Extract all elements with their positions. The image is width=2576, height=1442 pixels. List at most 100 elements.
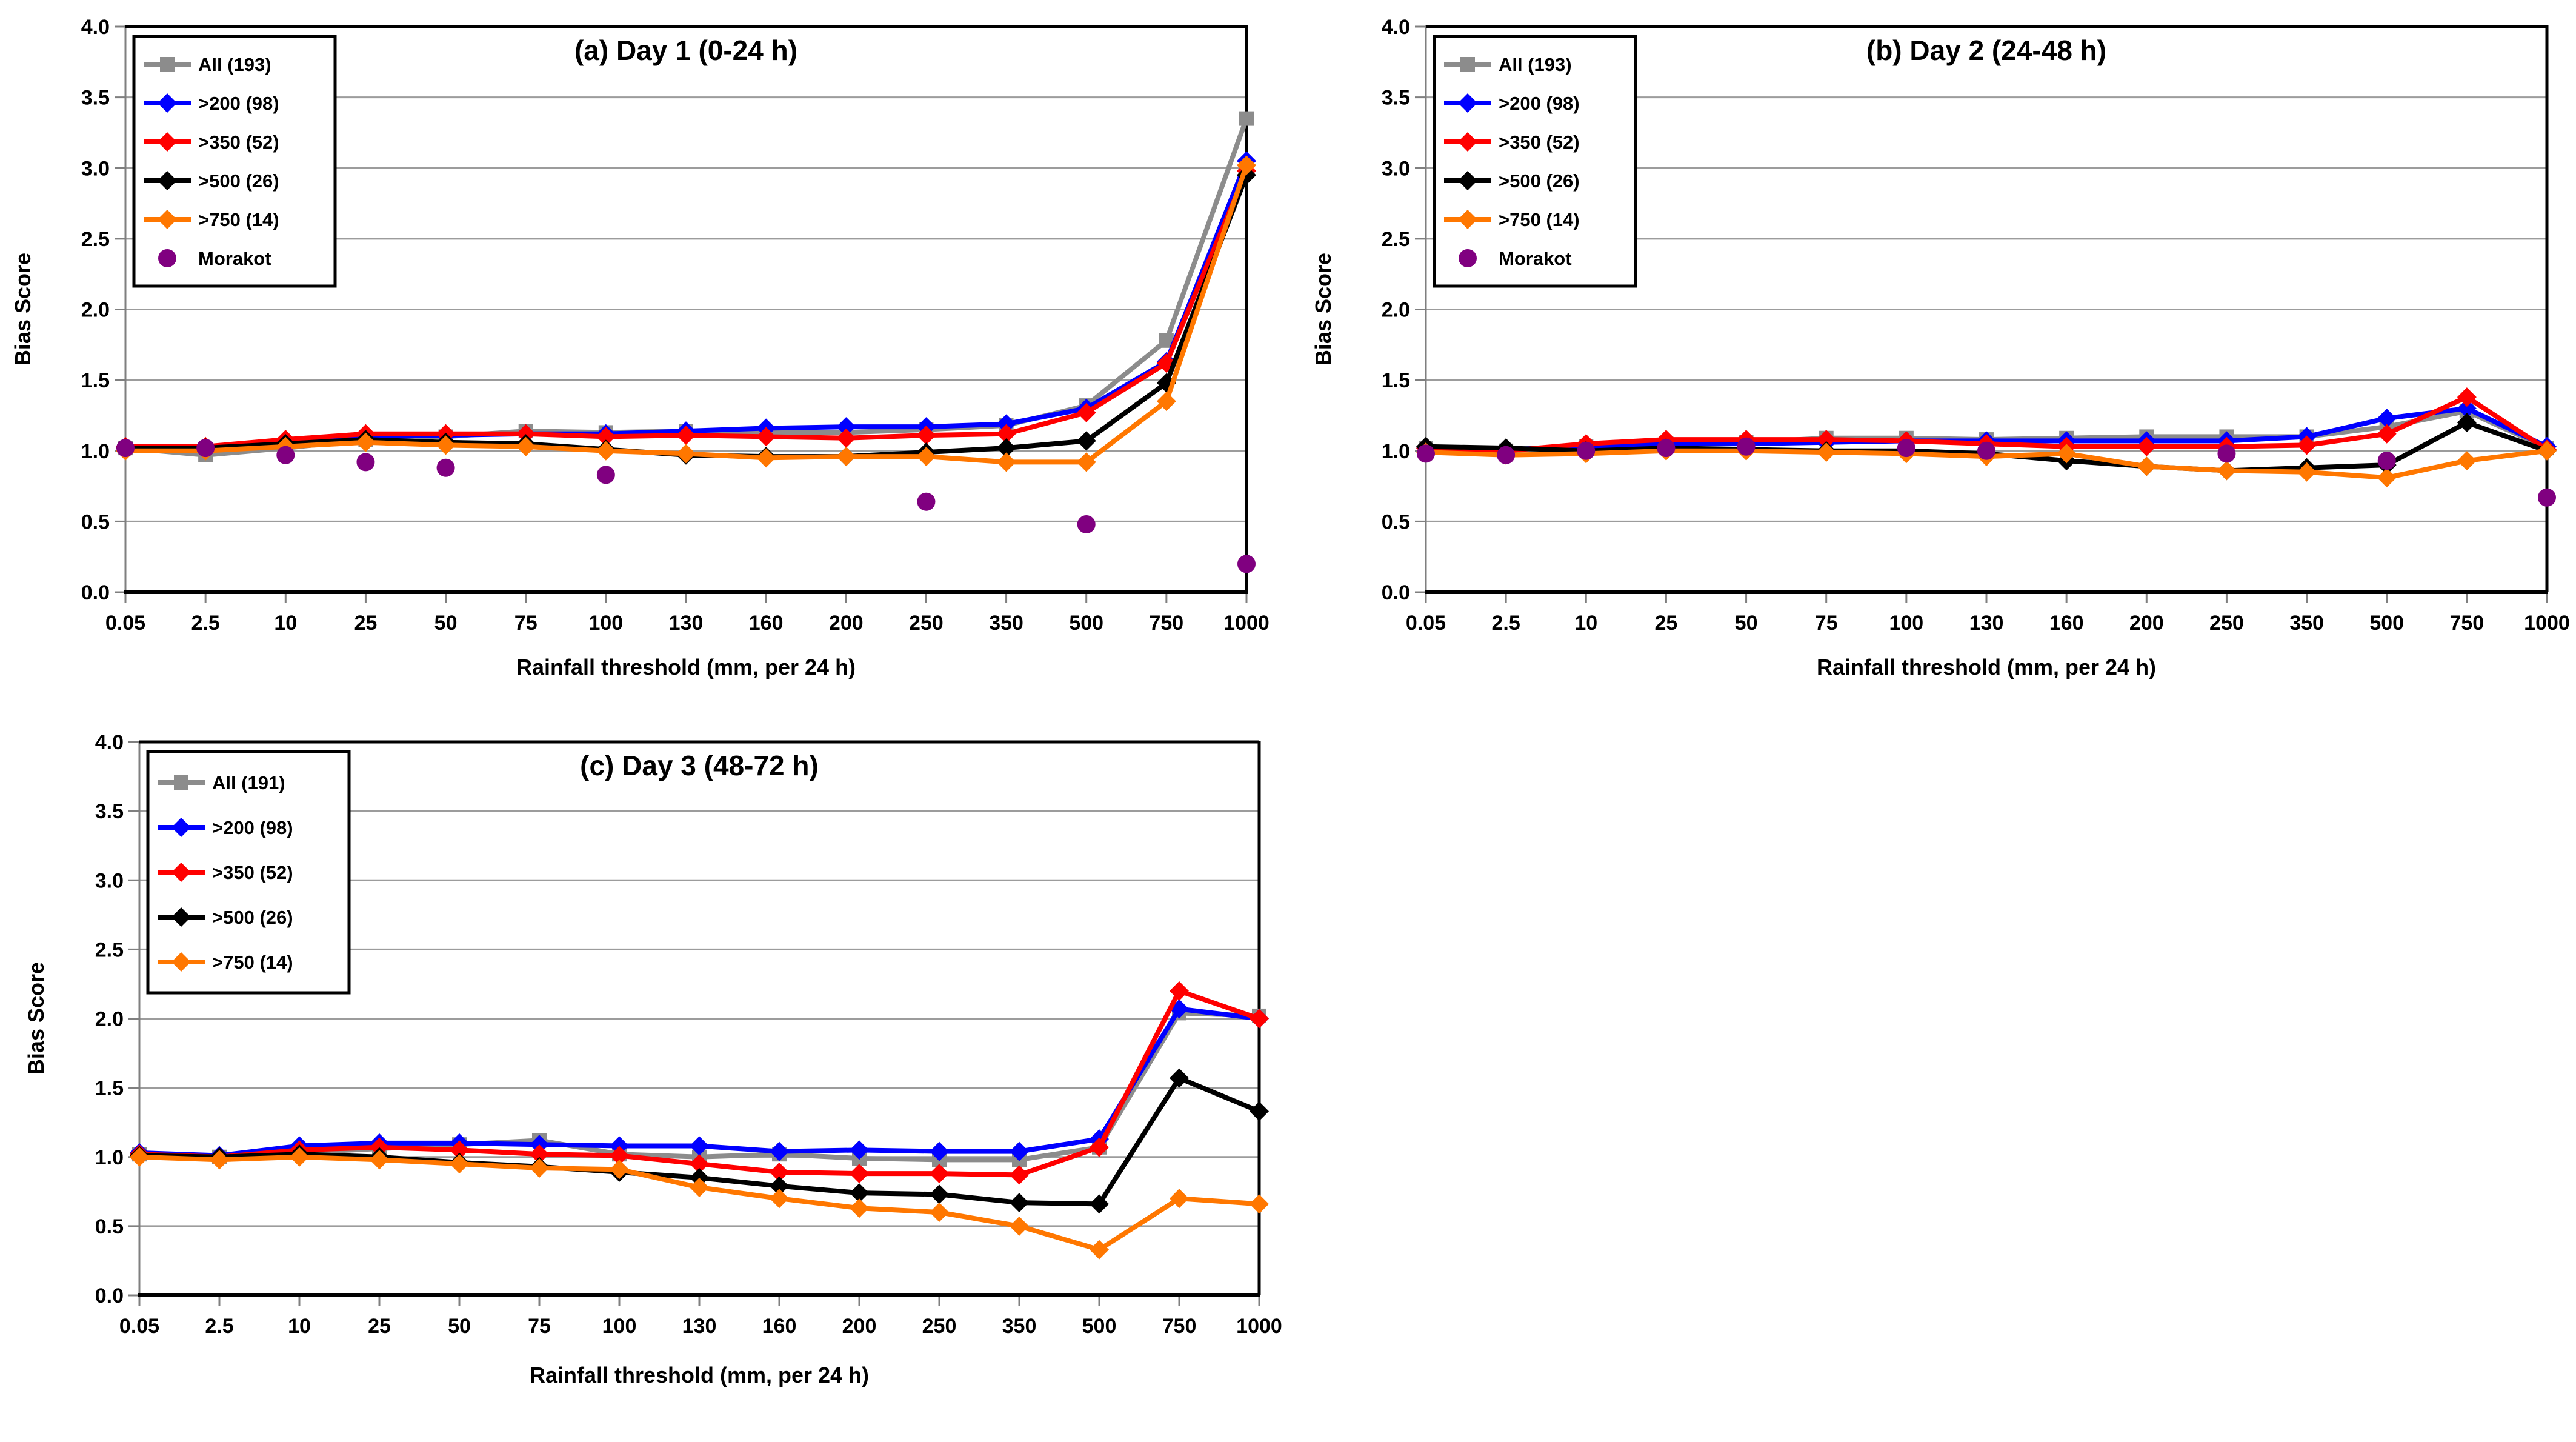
y-tick-label: 3.0 <box>81 157 110 180</box>
legend-label: >750 (14) <box>212 952 293 973</box>
legend-marker->350 (52) <box>171 863 191 882</box>
series-marker->350 (52) <box>916 426 936 446</box>
legend-marker->200 (98) <box>158 93 177 113</box>
legend-label: All (193) <box>1499 54 1572 75</box>
x-tick-label: 50 <box>448 1315 471 1338</box>
series-marker->750 (14) <box>596 441 616 461</box>
series-marker->350 (52) <box>516 424 536 444</box>
series-marker->350 (52) <box>1090 1137 1109 1157</box>
series-marker->750 (14) <box>210 1150 229 1170</box>
series-marker->200 (98) <box>690 1136 709 1156</box>
series-marker->750 (14) <box>450 1154 469 1174</box>
y-tick-label: 2.5 <box>95 938 124 961</box>
series-marker->750 (14) <box>2377 468 2397 488</box>
legend-item: Morakot <box>1459 248 1572 269</box>
x-tick-label: 160 <box>762 1315 797 1338</box>
legend-label: >500 (26) <box>212 907 293 928</box>
series-marker->750 (14) <box>756 448 776 468</box>
series-marker->350 (52) <box>770 1162 789 1182</box>
y-tick-label: 1.5 <box>1382 369 1410 392</box>
x-tick-label: 10 <box>288 1315 311 1338</box>
series-marker-Morakot <box>356 453 375 472</box>
x-tick-label: 2.5 <box>1492 612 1520 635</box>
series-marker->750 (14) <box>1010 1216 1029 1236</box>
panel-c: 0.0 0.5 1.0 1.5 2.0 2.5 3.0 3.5 4.0 0.05 2.5 10 25 50… <box>95 731 1282 1338</box>
series-marker-Morakot <box>2377 452 2396 470</box>
series-marker->750 (14) <box>770 1189 789 1209</box>
series-marker->750 (14) <box>436 435 456 455</box>
x-tick-label: 750 <box>1149 612 1183 635</box>
legend-label: >750 (14) <box>198 209 279 230</box>
series-marker->750 (14) <box>930 1203 949 1223</box>
series-marker->750 (14) <box>676 444 696 464</box>
series-marker->200 (98) <box>2377 409 2397 429</box>
series-marker->350 (52) <box>2377 424 2397 444</box>
series-line->200 (98) <box>137 1006 1262 1158</box>
legend-label: >350 (52) <box>1499 132 1580 153</box>
y-tick-label: 2.5 <box>1382 228 1410 251</box>
legend-label: >350 (52) <box>198 132 279 153</box>
series-marker->350 (52) <box>610 1146 629 1166</box>
x-tick-label: 100 <box>588 612 623 635</box>
x-tick-label: 750 <box>1162 1315 1197 1338</box>
y-tick-label: 0.5 <box>95 1215 124 1238</box>
x-tick-label: 350 <box>1002 1315 1037 1338</box>
x-tick-label: 0.05 <box>119 1315 159 1338</box>
series-marker-Morakot <box>1497 446 1516 464</box>
series-marker->750 (14) <box>2457 451 2477 471</box>
legend-item: >500 (26) <box>144 170 279 192</box>
legend-label: Morakot <box>1499 248 1572 269</box>
x-tick-label: 130 <box>669 612 704 635</box>
y-tick-label: 2.0 <box>1382 299 1410 322</box>
series-marker->500 (26) <box>1076 431 1096 451</box>
series-marker-Morakot <box>276 446 295 464</box>
x-tick-label: 160 <box>2049 612 2084 635</box>
x-tick-label: 25 <box>368 1315 391 1338</box>
series-marker->750 (14) <box>610 1160 629 1180</box>
series-marker->750 (14) <box>290 1147 309 1167</box>
series-marker->350 (52) <box>2297 435 2317 455</box>
legend-marker->750 (14) <box>158 210 177 229</box>
series-marker->750 (14) <box>530 1158 549 1178</box>
y-tick-label: 3.5 <box>95 800 124 823</box>
legend-marker->500 (26) <box>158 171 177 190</box>
legend-item: >750 (14) <box>144 209 279 230</box>
series-marker-Morakot <box>1417 444 1435 463</box>
series-marker->350 (52) <box>596 427 616 447</box>
series-marker->750 (14) <box>996 452 1016 472</box>
series-marker->500 (26) <box>850 1183 869 1203</box>
series-marker->350 (52) <box>1250 1009 1269 1029</box>
y-tick-label: 4.0 <box>81 16 110 39</box>
series-marker->500 (26) <box>1170 1068 1189 1088</box>
series-marker->350 (52) <box>2457 387 2477 407</box>
x-tick-label: 2.5 <box>191 612 220 635</box>
x-tick-label: 1000 <box>1223 612 1270 635</box>
legend-item: All (193) <box>1444 54 1572 75</box>
series-marker->750 (14) <box>1170 1189 1189 1209</box>
legend-item: Morakot <box>158 248 271 269</box>
series-marker->350 (52) <box>1010 1165 1029 1185</box>
legend-item: >350 (52) <box>144 132 279 153</box>
legend-marker->350 (52) <box>1458 132 1477 152</box>
series-marker-Morakot <box>2217 444 2236 463</box>
series-marker->500 (26) <box>1090 1194 1109 1214</box>
x-tick-label: 200 <box>829 612 864 635</box>
series-marker->750 (14) <box>1090 1240 1109 1260</box>
x-tick-label: 1000 <box>1236 1315 1282 1338</box>
y-tick-label: 0.0 <box>95 1284 124 1307</box>
series-marker->350 (52) <box>996 424 1016 444</box>
x-tick-label: 0.05 <box>105 612 145 635</box>
legend-label: >750 (14) <box>1499 209 1580 230</box>
panel-c-title: (c) Day 3 (48-72 h) <box>580 750 819 781</box>
legend-marker->750 (14) <box>1458 210 1477 229</box>
legend: All (191) >200 (98) >350 (52) >500 (26) >750… <box>146 750 351 995</box>
legend-marker->500 (26) <box>1458 171 1477 190</box>
legend-marker->500 (26) <box>171 907 191 927</box>
legend-item: >500 (26) <box>1444 170 1580 192</box>
panel-a-y-axis-label: Bias Score <box>10 252 35 366</box>
legend-marker-All (193) <box>1460 57 1475 72</box>
x-tick-label: 350 <box>989 612 1023 635</box>
y-tick-label: 0.0 <box>1382 581 1410 604</box>
